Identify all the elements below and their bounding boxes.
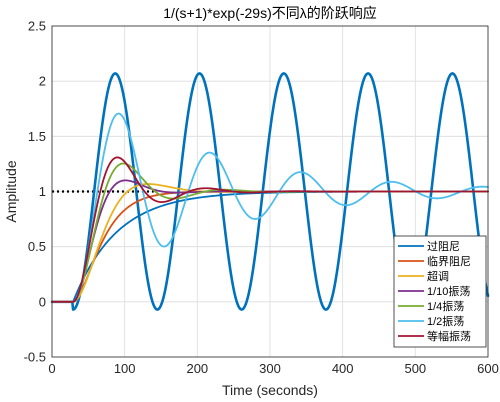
series-layer — [50, 72, 490, 311]
x-tick-label: 500 — [404, 361, 426, 376]
legend-item[interactable]: 临界阻尼 — [398, 254, 471, 268]
axes-box — [51, 25, 489, 358]
legend-item[interactable]: 1/2振荡 — [398, 314, 464, 328]
legend-label: 等幅振荡 — [427, 329, 471, 343]
legend-label: 1/2振荡 — [427, 314, 464, 328]
legend-item[interactable]: 1/10振荡 — [398, 284, 470, 298]
series-line-6 — [51, 156, 489, 303]
y-tick-labels: -0.5 0 0.5 1 1.5 2 2.5 — [24, 19, 46, 365]
legend-label: 过阻尼 — [427, 240, 460, 253]
y-axis-title: Amplitude — [3, 160, 19, 222]
y-tick-label: 1.5 — [28, 129, 46, 144]
x-tick-label: 100 — [114, 361, 136, 376]
legend-item[interactable]: 过阻尼 — [398, 240, 460, 253]
x-axis-title: Time (seconds) — [222, 382, 318, 398]
x-tick-label: 600 — [477, 361, 499, 376]
x-tick-label: 0 — [48, 361, 55, 376]
legend-label: 1/10振荡 — [427, 284, 470, 298]
y-tick-label: 2.5 — [28, 19, 46, 34]
y-tick-label: 1 — [39, 184, 46, 199]
y-tick-label: 2 — [39, 74, 46, 89]
x-tick-label: 300 — [259, 361, 281, 376]
x-tick-labels: 0 100 200 300 400 500 600 — [48, 361, 498, 376]
legend-label: 1/4振荡 — [427, 299, 464, 313]
legend-label: 临界阻尼 — [427, 254, 471, 268]
x-tick-label: 400 — [332, 361, 354, 376]
x-tick-label: 200 — [186, 361, 208, 376]
y-tick-label: 0.5 — [28, 239, 46, 254]
y-tick-label: 0 — [39, 294, 46, 309]
chart-title: 1/(s+1)*exp(-29s)不同λ的阶跃响应 — [163, 5, 377, 21]
legend-item[interactable]: 1/4振荡 — [398, 299, 464, 313]
legend-item[interactable]: 等幅振荡 — [398, 329, 471, 343]
y-tick-label: -0.5 — [24, 350, 46, 365]
legend-label: 超调 — [427, 269, 449, 283]
legend-item[interactable]: 超调 — [398, 269, 449, 283]
